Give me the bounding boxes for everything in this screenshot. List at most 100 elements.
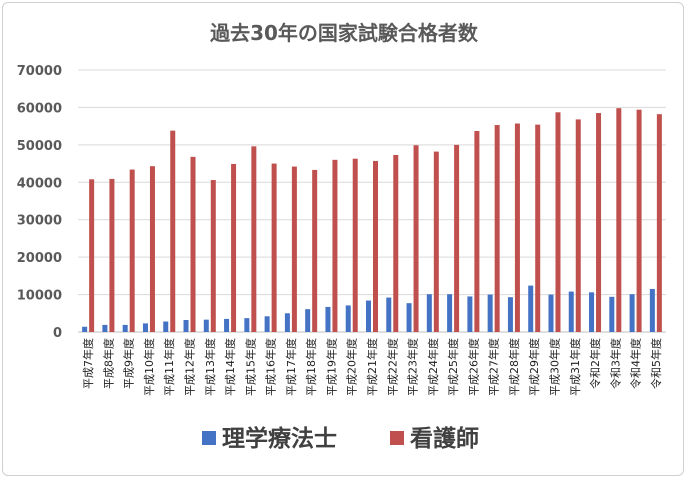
x-tick-label: 平成14年度 bbox=[223, 338, 237, 396]
bar-pt bbox=[163, 321, 169, 332]
bar-pt bbox=[649, 288, 655, 332]
legend-label-pt: 理学療法士 bbox=[222, 425, 337, 452]
bar-pt bbox=[609, 296, 615, 332]
bar-pt bbox=[507, 297, 513, 332]
bar-pt bbox=[82, 326, 88, 332]
bar-nurse bbox=[433, 151, 439, 332]
bar-nurse bbox=[170, 130, 176, 332]
y-tick-label: 70000 bbox=[17, 64, 62, 79]
bar-nurse bbox=[636, 109, 642, 332]
bar-pt bbox=[142, 323, 148, 332]
x-tick-label: 平成8年度 bbox=[101, 338, 115, 389]
x-tick-label: 平成27年度 bbox=[487, 338, 501, 396]
x-tick-label: 平成20年度 bbox=[345, 338, 359, 396]
bar-pt bbox=[487, 294, 493, 332]
bar-nurse bbox=[535, 124, 541, 332]
bar-pt bbox=[406, 303, 412, 332]
legend-swatch-nurse bbox=[390, 431, 404, 445]
x-tick-label: 平成9年度 bbox=[122, 338, 136, 389]
bar-pt bbox=[568, 291, 574, 332]
x-axis-ticks: 平成7年度 平成8年度 平成9年度 平成10年度 平成11年度 平成12年度 平成13年度平… bbox=[81, 338, 663, 396]
bar-pt bbox=[589, 292, 595, 332]
bar-nurse bbox=[596, 113, 602, 333]
bar-pt bbox=[345, 305, 351, 332]
y-tick-label: 30000 bbox=[17, 214, 62, 229]
bar-pt bbox=[386, 297, 392, 332]
x-tick-label: 平成30年度 bbox=[547, 338, 561, 396]
bar-pt bbox=[629, 294, 635, 332]
x-tick-label: 令和4年度 bbox=[629, 338, 643, 389]
bar-pt bbox=[244, 318, 250, 332]
bar-pt bbox=[224, 318, 230, 332]
x-tick-label: 平成26年度 bbox=[466, 338, 480, 396]
x-tick-label: 平成25年度 bbox=[446, 338, 460, 396]
bar-nurse bbox=[575, 119, 581, 332]
bar-pt bbox=[426, 294, 432, 332]
bar-nurse bbox=[129, 169, 135, 332]
bar-pt bbox=[305, 309, 311, 332]
bar-nurse bbox=[89, 179, 95, 332]
bar-nurse bbox=[494, 125, 500, 333]
bar-pt bbox=[325, 306, 331, 332]
x-tick-label: 令和5年度 bbox=[649, 338, 663, 389]
chart-title: 過去30年の国家試験合格者数 bbox=[210, 21, 479, 45]
bar-nurse bbox=[190, 156, 196, 332]
x-tick-label: 平成23年度 bbox=[406, 338, 420, 396]
x-tick-label: 平成10年度 bbox=[142, 338, 156, 396]
x-tick-label: 平成16年度 bbox=[264, 338, 278, 396]
bar-nurse bbox=[231, 163, 237, 332]
y-tick-label: 20000 bbox=[17, 251, 62, 266]
bar-pt bbox=[366, 300, 371, 332]
bar-nurse bbox=[454, 144, 460, 332]
bar-nurse bbox=[332, 159, 338, 332]
x-tick-label: 平成24年度 bbox=[426, 338, 440, 396]
y-tick-label: 10000 bbox=[17, 289, 62, 304]
x-tick-label: 令和2年度 bbox=[588, 338, 602, 389]
y-tick-label: 60000 bbox=[17, 101, 62, 116]
bar-nurse bbox=[352, 158, 358, 332]
y-tick-label: 50000 bbox=[17, 139, 62, 154]
x-tick-label: 平成7年度 bbox=[81, 338, 95, 389]
bar-nurse bbox=[271, 163, 277, 332]
x-tick-label: 平成12年度 bbox=[183, 338, 197, 396]
y-tick-label: 40000 bbox=[17, 176, 62, 191]
x-tick-label: 平成17年度 bbox=[284, 338, 298, 396]
legend-label-nurse: 看護師 bbox=[410, 425, 479, 452]
bar-nurse bbox=[149, 166, 155, 332]
bar-nurse bbox=[251, 146, 257, 332]
bar-pt bbox=[102, 324, 108, 332]
bar-nurse bbox=[291, 166, 297, 332]
x-tick-label: 平成18年度 bbox=[304, 338, 318, 396]
x-tick-label: 平成21年度 bbox=[365, 338, 379, 396]
x-tick-label: 平成22年度 bbox=[385, 338, 399, 396]
bar-pt bbox=[548, 294, 554, 332]
y-tick-label: 0 bbox=[53, 326, 62, 341]
bar-pt bbox=[528, 285, 534, 332]
bar-nurse bbox=[312, 169, 318, 332]
gridlines bbox=[78, 69, 666, 333]
bar-nurse bbox=[109, 178, 115, 332]
bar-pt bbox=[203, 319, 209, 332]
bar-pt bbox=[122, 324, 128, 332]
bar-nurse bbox=[393, 154, 399, 332]
bar-pt bbox=[264, 316, 270, 332]
bar-pt bbox=[447, 294, 453, 332]
bar-nurse bbox=[474, 131, 480, 332]
x-tick-label: 平成29年度 bbox=[527, 338, 541, 396]
bars bbox=[82, 108, 662, 333]
bar-nurse bbox=[555, 112, 561, 333]
bar-nurse bbox=[514, 123, 520, 332]
bar-pt bbox=[467, 296, 473, 332]
bar-nurse bbox=[210, 180, 216, 332]
x-tick-label: 平成15年度 bbox=[243, 338, 257, 396]
x-tick-label: 令和3年度 bbox=[608, 338, 622, 389]
legend: 理学療法士 看護師 bbox=[202, 425, 479, 452]
x-tick-label: 平成19年度 bbox=[324, 338, 338, 396]
y-axis-ticks: 0 10000 20000 30000 40000 50000 60000 70000 bbox=[17, 64, 62, 341]
x-tick-label: 平成11年度 bbox=[162, 338, 176, 396]
x-tick-label: 平成13年度 bbox=[203, 338, 217, 396]
bar-pt bbox=[183, 320, 189, 332]
legend-swatch-pt bbox=[202, 431, 216, 445]
x-tick-label: 平成28年度 bbox=[507, 338, 521, 396]
